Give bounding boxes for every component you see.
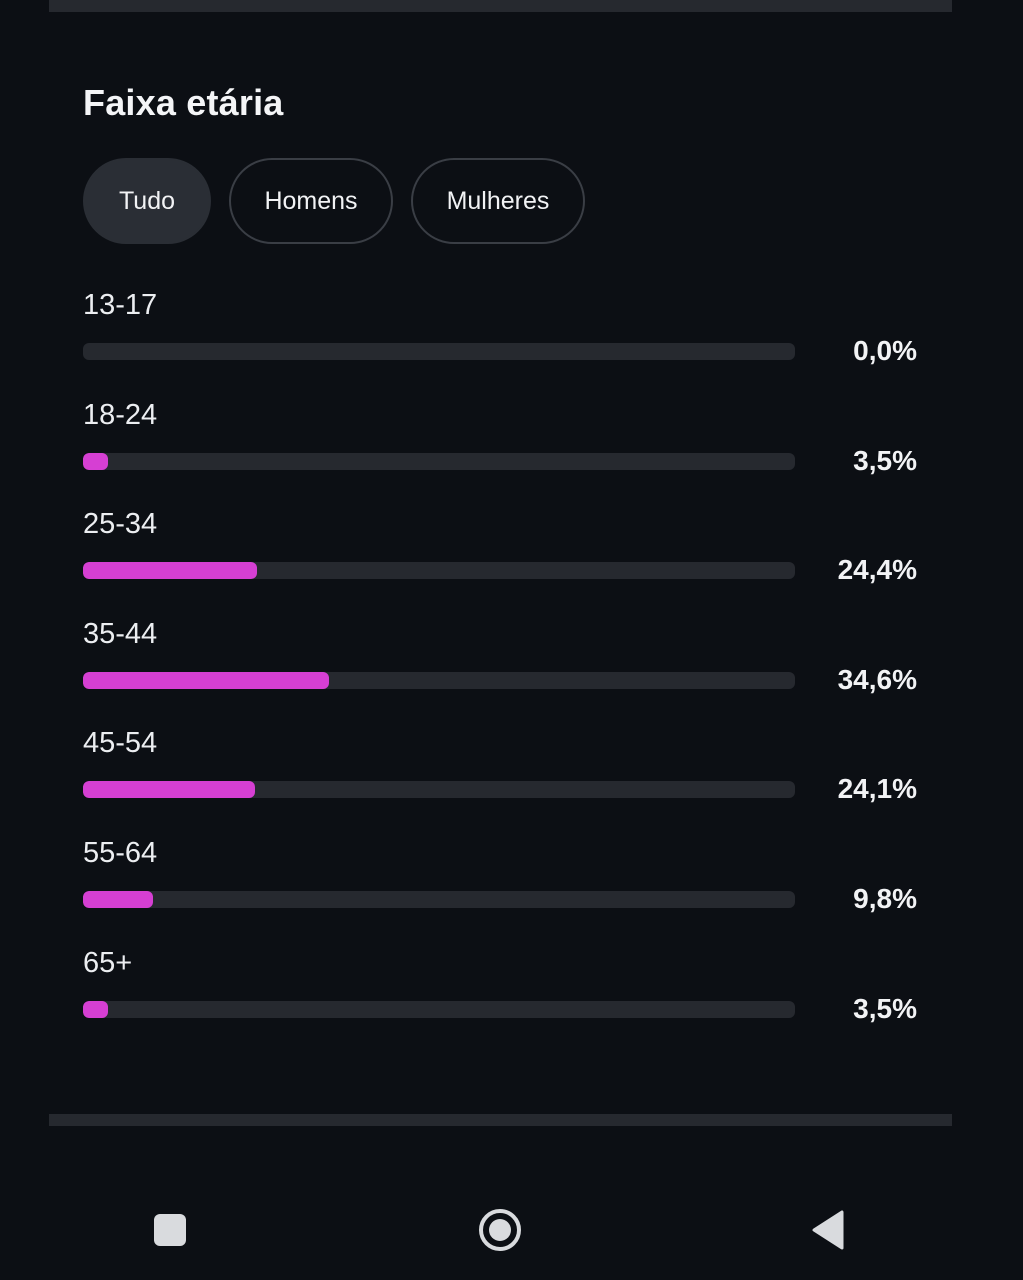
filter-chip-all[interactable]: Tudo [83, 158, 211, 244]
age-percentage: 0,0% [853, 335, 917, 366]
age-bar-track [83, 562, 795, 580]
age-bar-fill [83, 1000, 108, 1018]
section-title: Faixa etária [83, 82, 284, 123]
age-row-45-54: 45-54 24,1% [83, 721, 923, 831]
age-percentage: 3,5% [853, 992, 917, 1024]
recents-icon [154, 1214, 186, 1246]
filter-chip-label: Homens [264, 186, 358, 215]
age-percentage: 3,5% [853, 444, 917, 476]
age-row-55-64: 55-64 9,8% [83, 831, 923, 941]
age-bar-track [83, 343, 795, 360]
age-bar-track [83, 890, 795, 908]
age-percentage: 34,6% [837, 663, 917, 695]
age-bar-track [83, 1000, 795, 1018]
age-range-label: 55-64 [83, 836, 158, 869]
age-range-label: 13-17 [83, 289, 158, 321]
age-row-13-17: 13-17 0,0% [83, 283, 923, 393]
age-range-label: 65+ [83, 946, 133, 979]
age-row-35-44: 35-44 34,6% [83, 612, 923, 722]
age-bar-fill [83, 671, 330, 689]
age-row-25-34: 25-34 24,4% [83, 502, 923, 612]
age-bar-fill [83, 781, 255, 799]
age-distribution-list: 13-17 0,0% 18-24 3,5% 25-34 24,4% 35-44 … [83, 283, 923, 1050]
age-bar-track [83, 781, 795, 799]
age-row-18-24: 18-24 3,5% [83, 393, 923, 503]
age-percentage: 9,8% [853, 882, 917, 914]
age-range-label: 35-44 [83, 617, 158, 650]
filter-chip-women[interactable]: Mulheres [411, 158, 585, 244]
filter-chip-men[interactable]: Homens [229, 158, 393, 244]
age-bar-track [83, 671, 795, 689]
gender-filter-group: Tudo Homens Mulheres [83, 158, 585, 244]
age-bar-track [83, 452, 795, 470]
filter-chip-label: Tudo [118, 186, 176, 215]
age-range-label: 45-54 [83, 727, 158, 760]
filter-chip-label: Mulheres [446, 186, 550, 215]
system-navigation-bar [0, 1180, 1023, 1280]
back-icon [812, 1210, 844, 1250]
top-divider [49, 0, 952, 12]
age-bar-fill [83, 452, 108, 470]
recents-button[interactable] [140, 1200, 200, 1260]
age-row-65-plus: 65+ 3,5% [83, 941, 923, 1051]
age-percentage: 24,1% [837, 773, 917, 805]
home-button[interactable] [470, 1200, 530, 1260]
back-button[interactable] [798, 1200, 858, 1260]
age-percentage: 24,4% [837, 554, 917, 586]
age-range-label: 18-24 [83, 398, 158, 431]
home-icon [479, 1209, 521, 1251]
age-bar-fill [83, 562, 257, 580]
bottom-divider [49, 1114, 952, 1126]
age-bar-fill [83, 890, 153, 908]
age-range-label: 25-34 [83, 508, 158, 541]
